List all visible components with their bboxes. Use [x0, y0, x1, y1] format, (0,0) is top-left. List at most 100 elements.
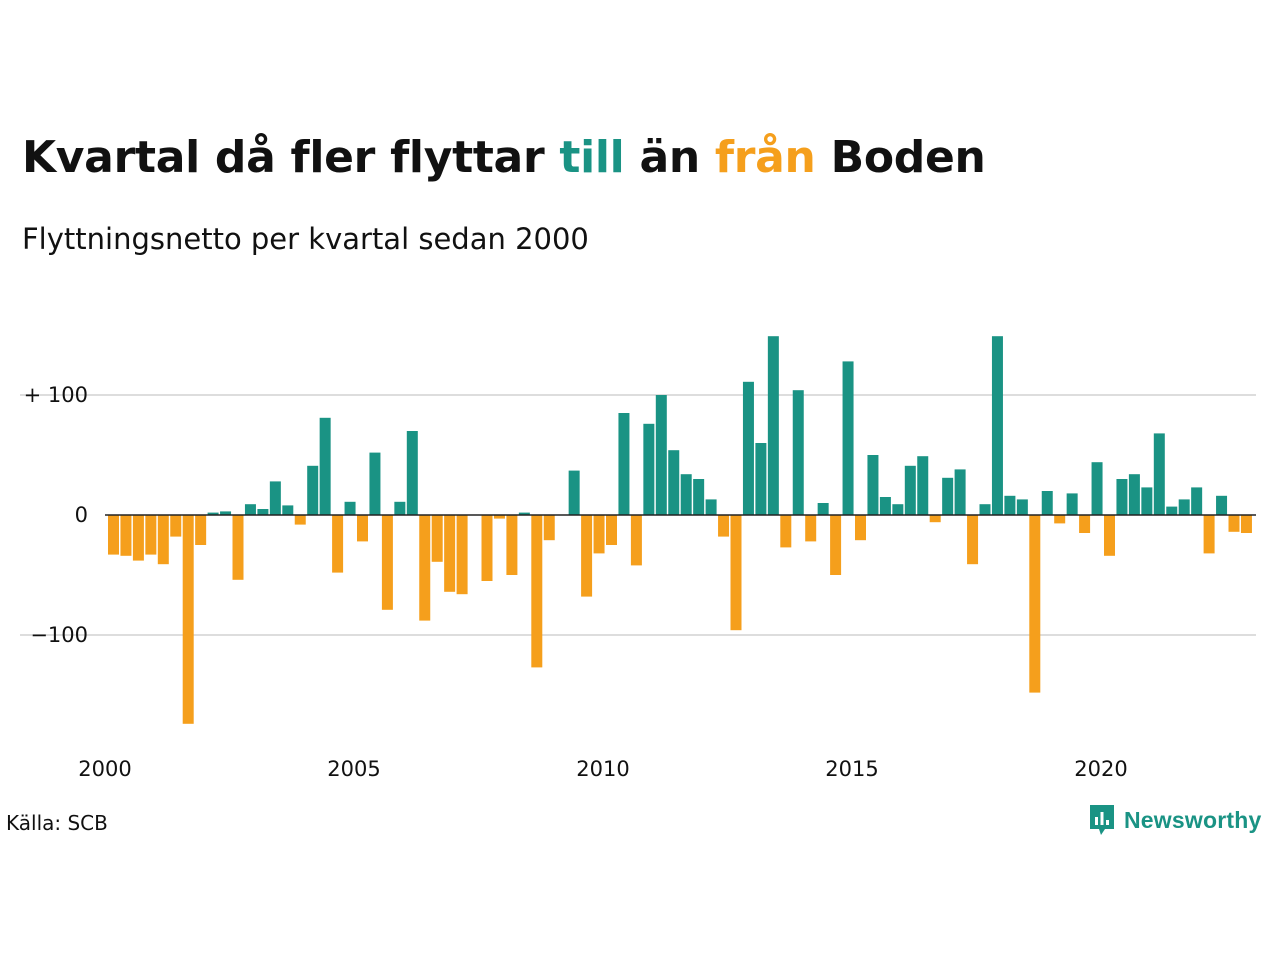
- bar-negative: [1054, 515, 1066, 524]
- bar-positive: [904, 465, 916, 515]
- bar-chart: + 100 0 −100 2000 2005 2010 2015 2020: [20, 336, 1256, 781]
- bar-positive: [1141, 487, 1153, 515]
- bar-positive: [1216, 495, 1228, 515]
- bar-positive: [680, 474, 692, 515]
- bar-positive: [344, 501, 356, 515]
- brand-name: Newsworthy: [1124, 806, 1262, 833]
- bar-negative: [967, 515, 979, 565]
- bar-negative: [357, 515, 368, 542]
- bar-positive: [394, 501, 406, 515]
- bar-negative: [1104, 515, 1115, 556]
- bar-positive: [1153, 433, 1165, 515]
- bar-positive: [917, 456, 929, 515]
- bar-negative: [120, 515, 132, 556]
- bar-positive: [1066, 493, 1078, 515]
- bar-negative: [606, 515, 617, 545]
- bar-negative: [232, 515, 244, 580]
- bar-positive: [369, 452, 381, 515]
- title-part-3: Boden: [815, 132, 986, 183]
- bar-negative: [1228, 515, 1240, 532]
- bar-positive: [817, 503, 829, 515]
- y-tick-label: −100: [30, 623, 88, 647]
- bar-negative: [780, 515, 792, 548]
- bar-negative: [506, 515, 518, 575]
- bar-negative: [730, 515, 742, 631]
- bar-positive: [979, 504, 991, 515]
- bar-negative: [170, 515, 182, 537]
- title-fran-highlight: från: [714, 132, 816, 183]
- bar-positive: [693, 479, 705, 515]
- bar-positive: [1166, 506, 1178, 515]
- bar-positive: [643, 423, 655, 515]
- y-tick-label: 0: [75, 503, 88, 527]
- bar-positive: [1178, 499, 1190, 515]
- bar-positive: [244, 504, 256, 515]
- bar-positive: [954, 469, 966, 515]
- bar-positive: [892, 504, 904, 515]
- bar-negative: [805, 515, 817, 542]
- x-tick-label: 2000: [78, 757, 131, 781]
- bar-positive: [655, 395, 667, 515]
- bar-positive: [269, 481, 281, 515]
- bar-positive: [842, 361, 854, 515]
- bar-negative: [531, 515, 543, 668]
- bar-negative: [1029, 515, 1041, 693]
- chart-subtitle: Flyttningsnetto per kvartal sedan 2000: [22, 222, 589, 256]
- bar-positive: [1191, 487, 1203, 515]
- bar-negative: [718, 515, 730, 537]
- title-part-1: Kvartal då fler flyttar: [22, 132, 560, 183]
- bar-positive: [991, 336, 1003, 515]
- bar-negative: [419, 515, 431, 621]
- bar-positive: [319, 417, 331, 515]
- bar-negative: [145, 515, 157, 555]
- bar-negative: [108, 515, 119, 555]
- bar-negative: [830, 515, 842, 575]
- bar-negative: [543, 515, 555, 541]
- bar-positive: [406, 431, 418, 515]
- bar-positive: [705, 499, 717, 515]
- bar-positive: [307, 465, 319, 515]
- y-tick-label: + 100: [24, 383, 88, 407]
- bar-negative: [593, 515, 605, 554]
- bar-positive: [282, 505, 294, 515]
- bar-negative: [1240, 515, 1252, 533]
- bar-negative: [195, 515, 207, 545]
- bar-positive: [1004, 495, 1016, 515]
- bar-negative: [1203, 515, 1215, 554]
- bar-positive: [767, 336, 779, 515]
- bar-negative: [456, 515, 468, 595]
- bar-negative: [157, 515, 169, 565]
- bar-positive: [1041, 491, 1053, 515]
- bar-negative: [332, 515, 344, 573]
- bar-positive: [618, 413, 630, 515]
- bar-negative: [1079, 515, 1091, 533]
- bar-positive: [220, 511, 232, 515]
- bar-positive: [879, 497, 891, 515]
- newsworthy-logo-icon: [1090, 805, 1114, 835]
- bar-negative: [431, 515, 443, 562]
- bar-positive: [867, 455, 879, 515]
- bar-positive: [568, 470, 580, 515]
- chart-title: Kvartal då fler flyttar till än från Bod…: [22, 132, 986, 183]
- bar-positive: [792, 390, 804, 515]
- bar-positive: [942, 477, 954, 515]
- source-note: Källa: SCB: [6, 811, 108, 835]
- bar-negative: [855, 515, 866, 541]
- bar-positive: [518, 512, 530, 515]
- bar-positive: [1128, 474, 1140, 515]
- bar-negative: [132, 515, 144, 561]
- bar-negative: [581, 515, 593, 597]
- brand-logo: Newsworthy: [1088, 803, 1261, 837]
- bar-positive: [1116, 479, 1128, 515]
- title-part-2: än: [624, 132, 715, 183]
- bar-negative: [493, 515, 505, 519]
- bar-positive: [257, 509, 269, 515]
- bar-negative: [294, 515, 306, 525]
- bar-positive: [1016, 499, 1028, 515]
- bar-positive: [668, 450, 680, 515]
- x-tick-label: 2005: [327, 757, 380, 781]
- x-tick-label: 2020: [1074, 757, 1127, 781]
- title-till-highlight: till: [559, 132, 625, 183]
- bar-positive: [742, 381, 754, 515]
- bar-positive: [755, 443, 767, 515]
